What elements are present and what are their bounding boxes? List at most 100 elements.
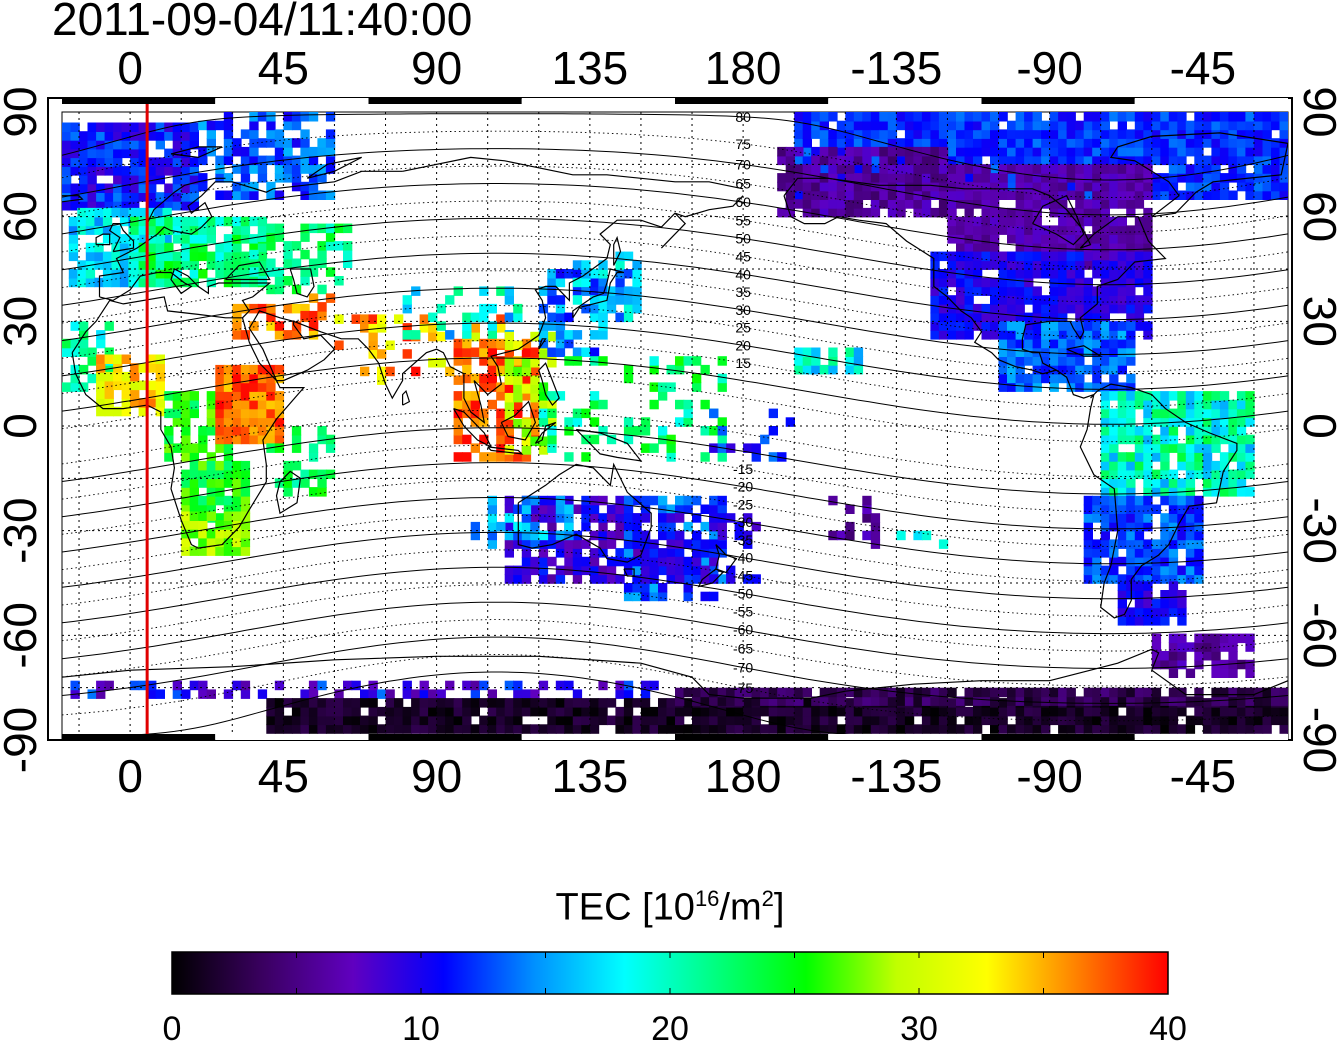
tec-cell [232, 520, 242, 530]
tec-cell [964, 234, 974, 244]
tec-cell [504, 340, 514, 350]
tec-cell [1245, 120, 1255, 131]
magnetic-latitude-contour [62, 148, 1288, 216]
tec-cell [198, 234, 208, 244]
tec-cell [513, 392, 523, 403]
tec-cell [291, 120, 302, 131]
tec-cell [623, 434, 634, 445]
tec-cell [717, 548, 727, 558]
tec-cell [1007, 687, 1017, 698]
tec-cell [521, 724, 532, 734]
tec-cell [1126, 112, 1136, 122]
tec-cell [1100, 417, 1110, 427]
coastline [71, 296, 306, 549]
tec-cell [1092, 181, 1102, 192]
tec-cell [79, 201, 89, 211]
tec-cell [155, 389, 165, 399]
tec-cell [496, 521, 506, 532]
tec-cell [411, 366, 421, 377]
tec-cell [913, 120, 923, 131]
tec-cell [904, 706, 915, 717]
tec-cell [1177, 138, 1187, 148]
tec-cell [1024, 155, 1034, 166]
tec-cell [853, 706, 864, 717]
tec-cell [308, 319, 319, 330]
tec-cell [973, 251, 983, 262]
tec-cell [257, 276, 268, 286]
tec-cell [223, 520, 234, 530]
tec-cell [104, 347, 114, 357]
tec-cell [1185, 574, 1196, 584]
tec-cell [1194, 659, 1204, 670]
tec-cell [479, 680, 489, 691]
tec-cell [1092, 696, 1102, 706]
tec-cell [1236, 452, 1247, 462]
tec-cell [1143, 434, 1153, 445]
tec-cell [96, 166, 106, 176]
tec-cell [85, 225, 96, 235]
tec-cell [138, 166, 148, 176]
tec-cell [1032, 687, 1042, 698]
tec-cell [1245, 452, 1255, 462]
tec-cell [232, 330, 242, 340]
tec-cell [1219, 696, 1230, 706]
tec-cell [223, 495, 234, 506]
tec-cell [1109, 452, 1119, 462]
tec-cell [717, 452, 727, 462]
tec-cell [1185, 548, 1196, 558]
tec-cell [1066, 295, 1076, 305]
tec-cell [896, 181, 906, 192]
tec-cell [564, 426, 574, 436]
tec-cell [956, 330, 966, 340]
tec-cell [206, 120, 216, 131]
tec-cell [930, 269, 940, 279]
tec-cell [385, 340, 395, 350]
tec-cell [130, 234, 140, 244]
tec-cell [1117, 269, 1127, 279]
tec-cell [598, 312, 608, 323]
tec-cell [1024, 146, 1034, 157]
tec-cell [1024, 216, 1034, 227]
tec-cell [623, 530, 634, 541]
tec-cell [998, 225, 1008, 235]
tec-cell [930, 303, 940, 314]
tec-cell [564, 706, 574, 717]
tec-cell [938, 539, 949, 549]
tec-cell [981, 190, 991, 200]
tec-cell [615, 689, 625, 699]
tec-cell [94, 225, 104, 235]
tec-cell [470, 680, 480, 691]
magnetic-latitude-contour [62, 409, 1288, 478]
tec-cell [1151, 696, 1162, 706]
tec-cell [930, 190, 940, 200]
tec-cell [1236, 434, 1247, 445]
tec-cell [811, 199, 821, 209]
tec-cell [623, 706, 634, 717]
tec-cell [598, 513, 608, 523]
tec-cell [1262, 696, 1272, 706]
tec-cell [1236, 443, 1247, 453]
tec-cell [547, 530, 557, 541]
tec-cell [1211, 443, 1221, 453]
tec-cell [240, 434, 251, 445]
tec-cell [1168, 521, 1179, 532]
tec-cell [266, 408, 276, 419]
tec-cell [189, 469, 199, 480]
tec-cell [973, 112, 983, 122]
tec-cell [1049, 242, 1059, 253]
tec-cell [402, 715, 412, 726]
tec-cell [1100, 487, 1110, 497]
tec-cell [1075, 382, 1085, 392]
tec-cell [249, 129, 259, 139]
tec-cell [981, 234, 991, 244]
tec-cell [1177, 146, 1187, 157]
tec-cell [1219, 173, 1230, 183]
tec-cell [981, 138, 991, 148]
tec-cell [94, 251, 104, 262]
graticule-grid [62, 112, 1288, 740]
tec-cell [1271, 715, 1281, 726]
tec-cell [1007, 330, 1017, 340]
tec-cell [1168, 598, 1179, 609]
tec-cell [1075, 138, 1085, 148]
tec-cell [879, 199, 889, 209]
